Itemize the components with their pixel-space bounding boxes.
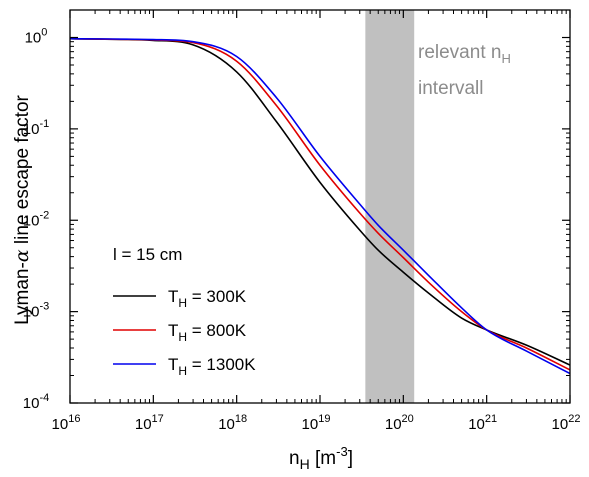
band-label-line2: intervall: [418, 78, 483, 99]
x-tick-label-4: 1020: [385, 413, 414, 433]
tick-layer: 1016 1017 1018 1019 1020 1021 1022 10-4 10-3 10-2…: [23, 9, 581, 433]
x-tick-label-3: 1019: [302, 413, 331, 433]
y-axis-title: Lyman-α line escape factor: [11, 94, 33, 324]
path-length-annotation: l = 15 cm: [113, 245, 182, 264]
x-tick-label-2: 1018: [218, 413, 247, 433]
y-tick-label-0: 10-4: [23, 392, 49, 412]
legend-label-0: TH = 300K: [168, 287, 247, 310]
series-line-2: [70, 37, 570, 375]
legend: TH = 300K TH = 800K TH = 1300K: [113, 287, 256, 378]
series-layer: [70, 37, 570, 375]
y-tick-label-1: 10-3: [23, 301, 49, 321]
legend-label-1: TH = 800K: [168, 321, 247, 344]
x-tick-label-1: 1017: [135, 413, 164, 433]
series-line-1: [70, 37, 570, 371]
x-tick-label-5: 1021: [468, 413, 497, 433]
x-axis-title: nH [m-3]: [289, 444, 353, 472]
plot-frame: [69, 9, 571, 404]
relevant-interval-band-layer: [365, 10, 415, 403]
y-tick-label-2: 10-2: [23, 209, 49, 229]
x-tick-label-6: 1022: [552, 413, 581, 433]
y-tick-label-3: 10-1: [23, 118, 49, 138]
x-tick-label-0: 1016: [52, 413, 81, 433]
series-line-0: [70, 37, 570, 366]
band-label-line1: relevant nH: [418, 42, 511, 66]
relevant-interval-band: [365, 10, 415, 403]
legend-label-2: TH = 1300K: [168, 355, 256, 378]
y-tick-label-4: 100: [25, 27, 48, 47]
